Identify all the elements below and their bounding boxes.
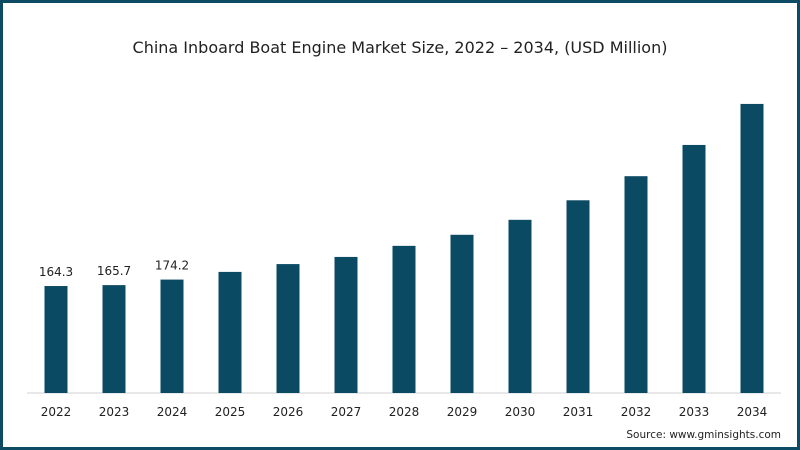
bar-chart: 2022 164.3 2023 165.7 2024 174.2 2025 2026 2027 2… [27,103,781,419]
bar-2025 [218,271,242,393]
bar-2033 [682,144,706,393]
source-note: Source: www.gminsights.com [626,429,781,441]
x-tick-label: 2032 [621,405,652,419]
x-tick-label: 2031 [563,405,594,419]
chart-title: China Inboard Boat Engine Market Size, 2… [132,38,668,57]
bar-2027 [334,256,358,393]
bar-2023 [102,285,126,393]
bar-2030 [508,219,532,393]
x-tick-label: 2027 [331,405,362,419]
bar-2029 [450,234,474,393]
bar-2028 [392,245,416,393]
bar-2032 [624,176,648,393]
x-tick-label: 2022 [41,405,72,419]
bar-2031 [566,200,590,393]
x-tick-label: 2030 [505,405,536,419]
x-tick-label: 2034 [737,405,768,419]
x-tick-label: 2023 [99,405,130,419]
bar-2022 [44,286,68,393]
x-tick-label: 2024 [157,405,188,419]
x-tick-label: 2028 [389,405,420,419]
x-tick-label: 2026 [273,405,304,419]
data-label: 174.2 [155,259,189,273]
x-tick-label: 2033 [679,405,710,419]
x-tick-label: 2029 [447,405,478,419]
bar-2024 [160,279,184,393]
x-tick-label: 2025 [215,405,246,419]
data-label: 165.7 [97,264,131,278]
bar-2026 [276,264,300,393]
data-label: 164.3 [39,265,73,279]
bar-2034 [740,103,764,393]
